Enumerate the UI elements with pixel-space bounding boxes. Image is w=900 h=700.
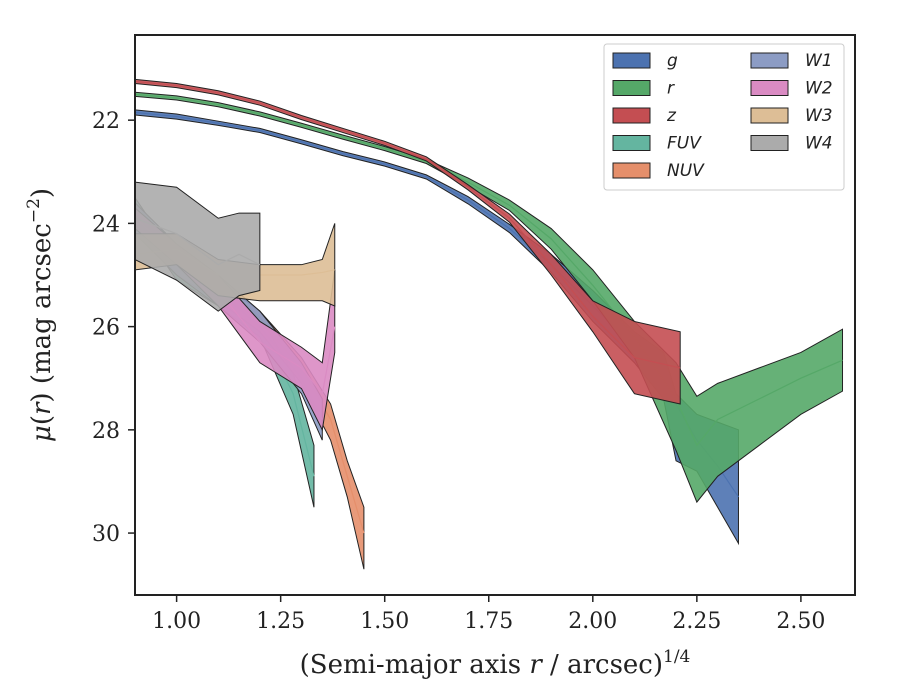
y-tick-label: 24 (92, 212, 120, 237)
legend-swatch-w3 (750, 107, 789, 124)
legend-label-w3: W3 (805, 106, 833, 126)
legend-label-z: z (666, 106, 677, 126)
profile-bands (135, 78, 844, 570)
x-tick-label: 2.25 (672, 609, 721, 634)
y-tick-label: 26 (92, 316, 120, 341)
legend-label-w2: W2 (805, 79, 833, 99)
legend-swatch-nuv (612, 162, 651, 179)
x-axis-ticks: 1.00 1.25 1.50 1.75 2.00 2.25 2.50 (152, 595, 825, 634)
y-axis-ticks: 22 24 26 28 30 (92, 109, 135, 547)
y-tick-label: 28 (92, 419, 120, 444)
legend-swatch-z (612, 107, 651, 124)
x-tick-label: 1.00 (152, 609, 201, 634)
legend-swatch-fuv (612, 135, 651, 151)
y-tick-label: 30 (92, 522, 120, 547)
line-w4 (135, 217, 261, 266)
legend-swatch-g (612, 52, 651, 69)
line-r (135, 93, 843, 447)
y-tick-label: 22 (92, 109, 120, 134)
band-w4 (135, 181, 261, 312)
y-axis-label: μ(r) (mag arcsec−2) (24, 188, 57, 442)
legend-swatch-r (612, 80, 651, 96)
legend-swatch-w4 (750, 135, 789, 151)
legend-label-w1: W1 (805, 51, 833, 71)
legend-label-fuv: FUV (667, 134, 702, 154)
legend: grz FUV NUV W1 W2 W3 W4 (603, 43, 845, 191)
legend-swatch-w1 (750, 52, 789, 69)
x-axis-label: (Semi-major axis r / arcsec)1/4 (300, 647, 691, 680)
legend-swatch-w2 (750, 80, 789, 96)
x-tick-label: 2.00 (568, 609, 617, 634)
x-tick-label: 1.75 (464, 609, 513, 634)
band-z (135, 78, 681, 405)
legend-label-w4: W4 (805, 134, 833, 154)
legend-label-r: r (667, 79, 675, 99)
plot-frame (134, 34, 856, 596)
legend-label-nuv: NUV (667, 161, 705, 181)
x-tick-label: 2.50 (776, 609, 825, 634)
legend-label-g: g (667, 51, 678, 71)
line-z (135, 80, 681, 369)
x-tick-label: 1.25 (256, 609, 305, 634)
x-tick-label: 1.50 (360, 609, 409, 634)
